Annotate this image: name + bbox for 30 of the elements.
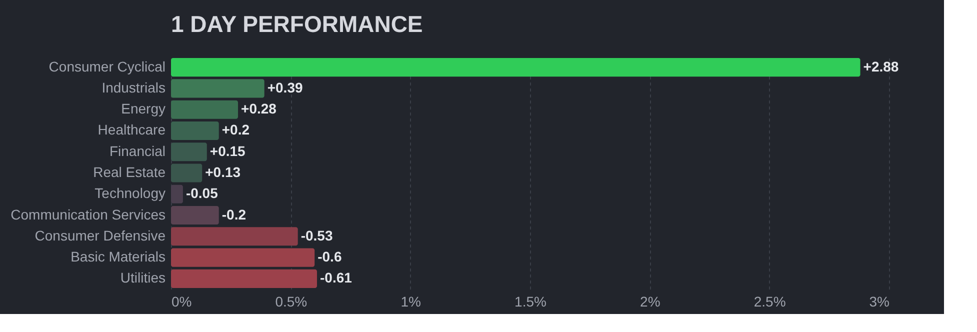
data-label: +2.88: [863, 58, 899, 74]
data-label: +0.2: [222, 122, 250, 138]
y-tick-label: Basic Materials: [70, 248, 166, 265]
y-tick-label: Industrials: [102, 79, 166, 96]
chart-title: 1 DAY PERFORMANCE: [171, 11, 423, 37]
x-tick-label: 0%: [172, 294, 192, 310]
y-tick-label: Consumer Cyclical: [48, 58, 166, 74]
y-tick-label: Real Estate: [93, 164, 166, 180]
x-tick-label: 2%: [640, 294, 660, 310]
y-tick-label: Healthcare: [98, 122, 166, 138]
y-tick-label: Consumer Defensive: [34, 227, 166, 244]
data-label: -0.53: [300, 227, 333, 244]
y-tick-label: Financial: [109, 142, 166, 159]
data-label: +0.39: [267, 79, 303, 96]
y-tick-label: Communication Services: [10, 206, 166, 222]
x-tick-label: 3%: [869, 294, 890, 310]
data-label: +0.13: [205, 164, 241, 180]
data-label: -0.61: [320, 270, 352, 286]
x-tick-label: 0.5%: [275, 294, 308, 310]
data-label: -0.2: [222, 206, 246, 222]
x-tick-label: 1.5%: [514, 294, 546, 310]
data-label: +0.15: [210, 142, 246, 159]
data-label: -0.05: [186, 185, 218, 202]
data-label: +0.28: [241, 100, 277, 117]
y-tick-label: Utilities: [120, 270, 166, 286]
y-tick-label: Technology: [94, 185, 166, 202]
data-label: -0.6: [318, 248, 342, 265]
x-tick-label: 1%: [400, 294, 421, 310]
x-tick-label: 2.5%: [754, 294, 786, 310]
y-tick-label: Energy: [121, 100, 166, 117]
